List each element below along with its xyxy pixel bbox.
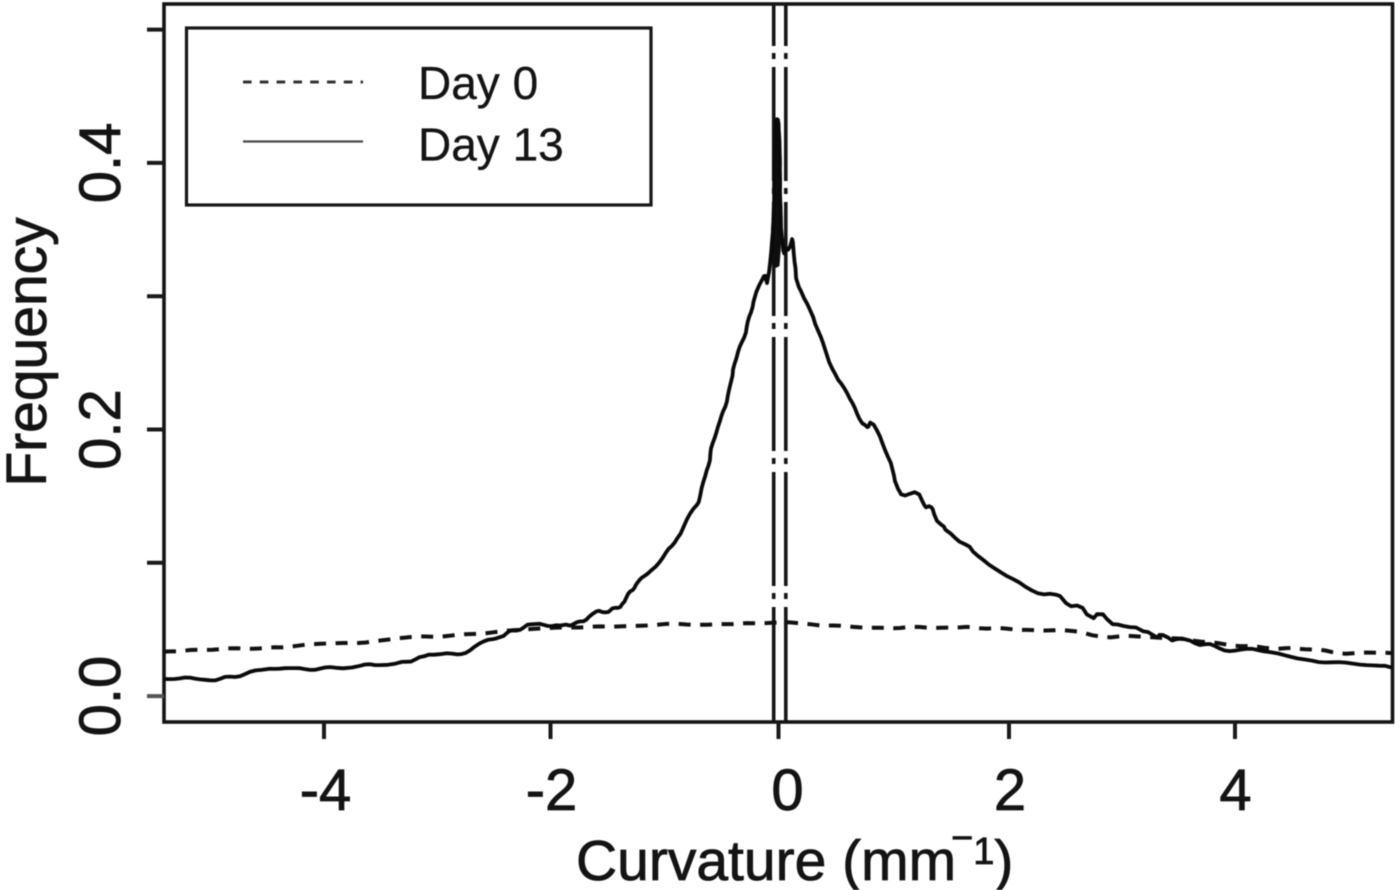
svg-text:-2: -2 xyxy=(526,758,578,823)
svg-text:0.0: 0.0 xyxy=(68,656,133,737)
svg-text:0.4: 0.4 xyxy=(68,123,133,204)
svg-text:2: 2 xyxy=(994,758,1026,823)
svg-text:0: 0 xyxy=(771,758,803,823)
svg-text:Frequency: Frequency xyxy=(0,217,59,487)
svg-text:Day 13: Day 13 xyxy=(418,119,564,171)
svg-text:Curvature (mm−1): Curvature (mm−1) xyxy=(576,818,1013,890)
svg-text:0.2: 0.2 xyxy=(68,389,133,470)
svg-text:-4: -4 xyxy=(300,758,352,823)
svg-text:4: 4 xyxy=(1219,758,1251,823)
svg-text:Day 0: Day 0 xyxy=(418,57,538,109)
